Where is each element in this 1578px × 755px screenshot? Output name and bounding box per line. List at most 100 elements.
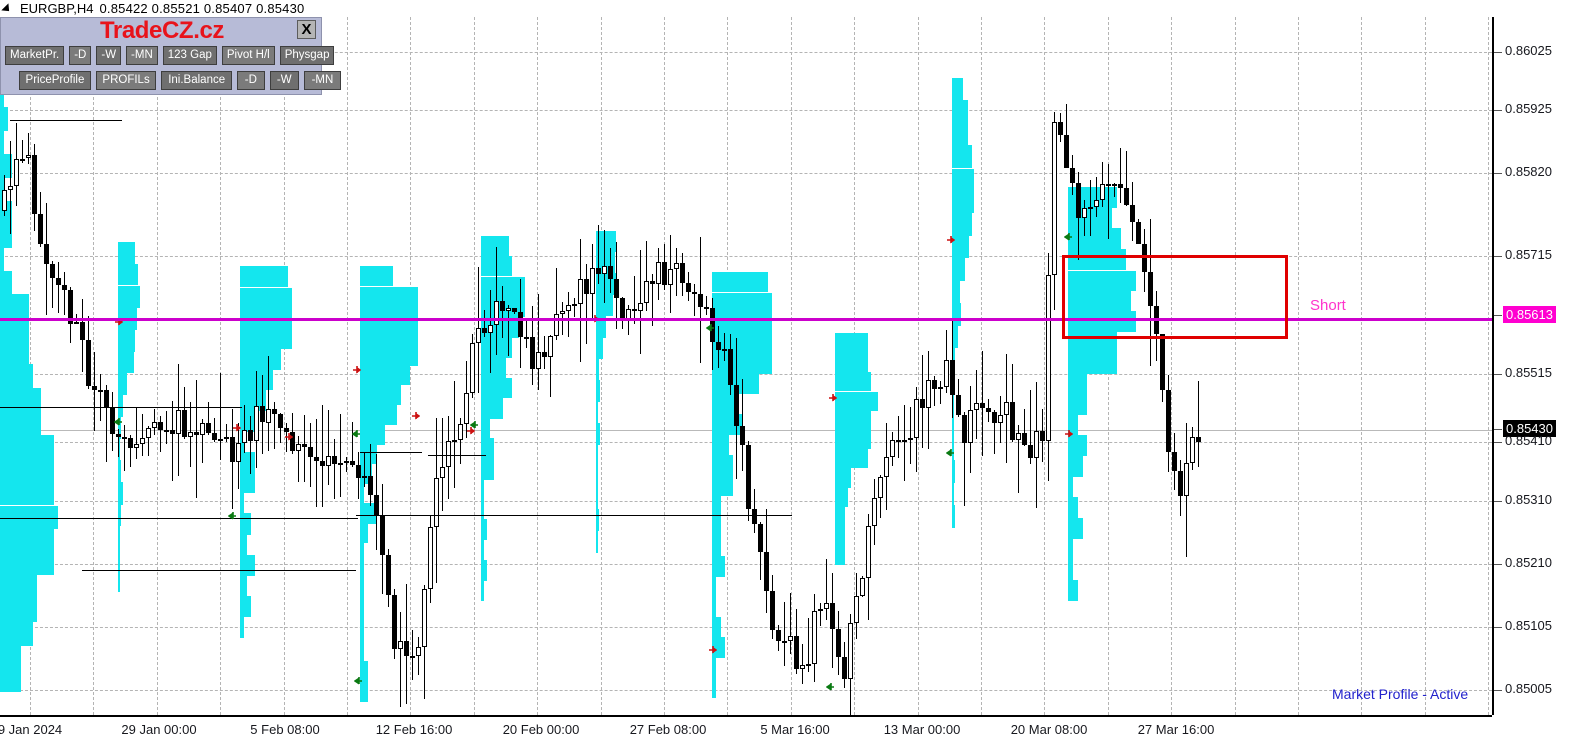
panel-button-profils[interactable]: PROFILs [95, 71, 157, 90]
candle-body [368, 475, 373, 496]
candle-body [932, 380, 937, 390]
close-icon[interactable]: X [297, 20, 316, 39]
panel-button-ini-balance[interactable]: Ini.Balance [161, 71, 233, 90]
candle-wick [502, 285, 503, 339]
candle-body [1118, 184, 1123, 189]
volume-profile-bar [0, 317, 29, 342]
chart-plot-area[interactable]: Short Market Profile - Active [0, 17, 1492, 715]
price-tick [1494, 429, 1502, 430]
volume-profile-bar [952, 235, 970, 259]
current-price-label[interactable]: 0.85430 [1503, 420, 1556, 437]
volume-profile-bar [952, 505, 956, 529]
panel-button-mn[interactable]: -MN [126, 46, 158, 65]
panel-button-w[interactable]: -W [96, 46, 122, 65]
grid-line-horizontal [0, 627, 1492, 628]
volume-profile-bar [360, 562, 365, 583]
candle-wick [142, 414, 143, 457]
price-tick [1494, 690, 1502, 691]
time-axis[interactable]: 9 Jan 2024 29 Jan 00:00 5 Feb 08:00 12 Feb … [0, 715, 1492, 755]
candle-wick [52, 261, 53, 308]
candle-wick [460, 418, 461, 465]
sell-signal-arrow-icon [466, 426, 475, 435]
chart-header: EURGBP,H4 0.85422 0.85521 0.85407 0.8543… [0, 0, 1578, 17]
buy-signal-arrow-icon [228, 511, 237, 520]
candle-wick [940, 381, 941, 404]
candle-body [908, 437, 913, 441]
volume-profile-bar [712, 535, 721, 557]
candle-body [476, 327, 481, 344]
price-level-line [360, 451, 422, 453]
volume-profile-bar [360, 424, 385, 445]
grid-line-vertical [1235, 17, 1236, 715]
candle-body [716, 341, 721, 351]
grid-line-vertical [93, 17, 94, 715]
volume-profile-bar [481, 397, 503, 419]
tradecz-indicator-panel[interactable]: TradeCZ.cz X MarketPr. -D -W -MN 123 Gap Pivo… [0, 17, 341, 95]
candle-body [884, 456, 889, 477]
candle-body [680, 263, 685, 283]
candle-wick [808, 617, 809, 673]
collapse-arrow-icon[interactable] [1, 2, 13, 15]
panel-button-pivot-h-l[interactable]: Pivot H/l [221, 46, 275, 65]
price-level-line [0, 407, 242, 409]
panel-button-mn[interactable]: -MN [303, 71, 341, 90]
candle-body [650, 281, 655, 285]
candle-wick [1096, 176, 1097, 217]
volume-profile-bar [0, 434, 54, 459]
short-zone-rectangle[interactable] [1062, 254, 1288, 340]
grid-line-horizontal [0, 173, 1492, 174]
candle-body [644, 281, 649, 303]
panel-button-marketpr[interactable]: MarketPr. [5, 46, 65, 65]
volume-profile-bar [360, 404, 398, 425]
volume-profile-bar [596, 508, 599, 532]
price-axis[interactable]: 0.86025 0.85925 0.85820 0.85715 0.85613 0.855… [1492, 0, 1578, 715]
candle-wick [136, 407, 137, 460]
volume-profile-bar [835, 352, 868, 373]
candle-wick [124, 425, 125, 471]
candle-body [1136, 222, 1141, 244]
volume-profile-bar [0, 668, 21, 693]
panel-button-d[interactable]: -D [69, 46, 92, 65]
volume-profile-bar [360, 582, 365, 603]
candle-body [1076, 182, 1081, 219]
candle-wick [454, 380, 455, 489]
panel-button-123-gap[interactable]: 123 Gap [162, 46, 217, 65]
volume-profile-bar [712, 515, 721, 537]
market-profile-price-label[interactable]: 0.85613 [1503, 306, 1556, 323]
candle-wick [1120, 148, 1121, 204]
panel-button-priceprofile[interactable]: PriceProfile [19, 71, 91, 90]
market-profile-price-line[interactable] [0, 318, 1492, 321]
candle-wick [556, 268, 557, 340]
volume-profile-bar [1068, 311, 1136, 333]
candle-body [2, 190, 7, 212]
volume-profile-bar [481, 438, 494, 460]
volume-profile-bar [712, 272, 768, 294]
candle-wick [106, 385, 107, 462]
candle-wick [1030, 389, 1031, 464]
price-axis-label: 0.85515 [1505, 365, 1552, 380]
time-axis-label: 27 Feb 08:00 [629, 722, 707, 737]
panel-button-w[interactable]: -W [269, 71, 299, 90]
candle-body [1094, 200, 1099, 207]
grid-line-vertical [791, 17, 792, 715]
candle-body [1106, 183, 1111, 186]
grid-line-vertical [1361, 17, 1362, 715]
price-axis-label: 0.85105 [1505, 618, 1552, 633]
time-axis-label: 20 Feb 00:00 [502, 722, 580, 737]
candle-body [1034, 430, 1039, 458]
panel-button-d[interactable]: -D [237, 71, 265, 90]
volume-profile-bar [240, 534, 248, 556]
candle-body [344, 460, 349, 464]
candle-body [584, 279, 589, 295]
panel-button-physgap[interactable]: Physgap [279, 46, 335, 65]
price-tick [1494, 442, 1502, 443]
candle-body [380, 516, 385, 555]
volume-profile-bar [360, 364, 410, 386]
time-axis-label: 9 Jan 2024 [0, 722, 63, 737]
volume-profile-bar [1068, 269, 1136, 291]
candle-body [566, 304, 571, 311]
candle-body [68, 290, 73, 325]
candle-body [362, 475, 367, 479]
volume-profile-bar [240, 327, 292, 350]
volume-profile-bar [596, 380, 601, 403]
